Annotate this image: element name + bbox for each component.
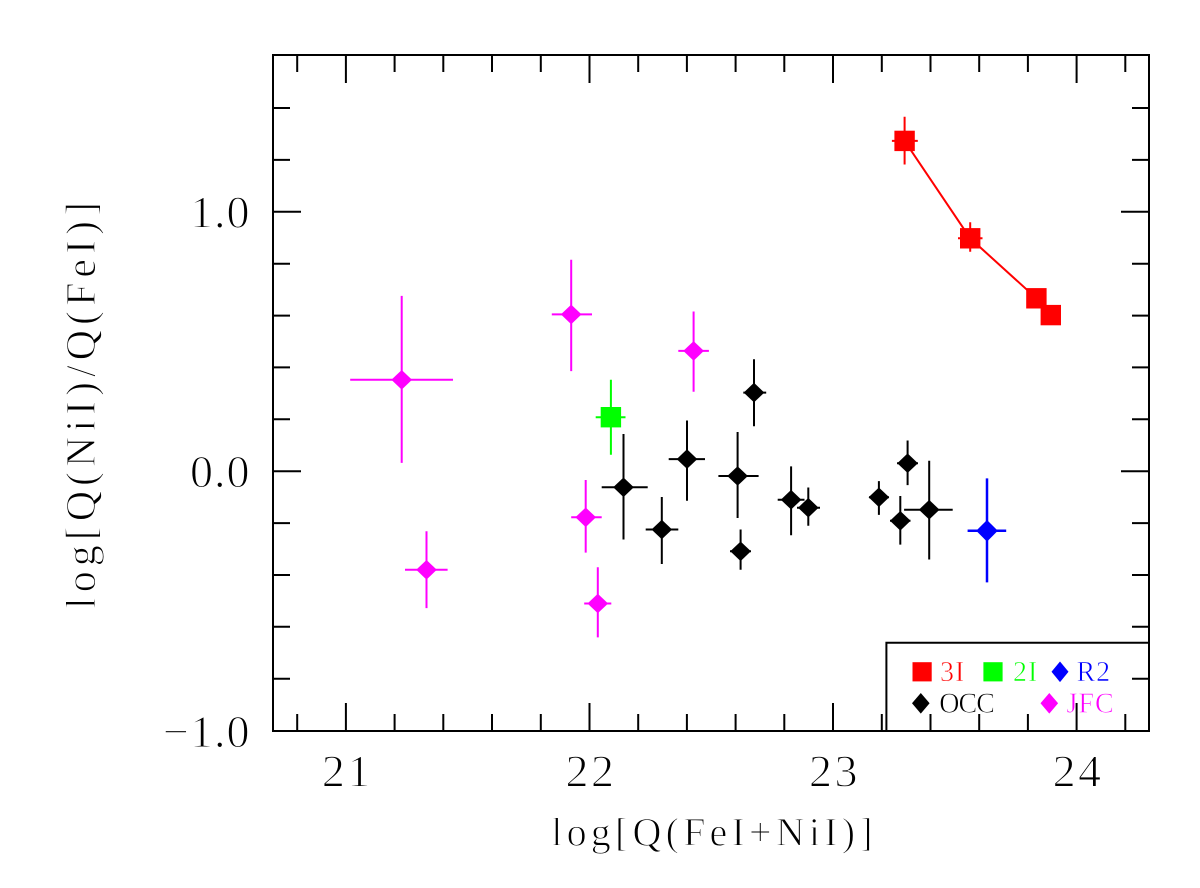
svg-text:22: 22 [565, 746, 616, 797]
svg-text:1.0: 1.0 [190, 186, 251, 237]
svg-text:OCC: OCC [939, 689, 994, 720]
svg-text:0.0: 0.0 [190, 446, 251, 497]
svg-text:log[Q(FeI+NiI)]: log[Q(FeI+NiI)] [551, 810, 876, 855]
svg-text:R2: R2 [1077, 657, 1112, 688]
svg-text:log[Q(NiI)/Q(FeI)]: log[Q(NiI)/Q(FeI)] [59, 197, 105, 609]
svg-text:21: 21 [322, 746, 373, 797]
svg-text:JFC: JFC [1067, 689, 1115, 720]
svg-text:24: 24 [1053, 746, 1104, 797]
svg-text:3I: 3I [940, 657, 965, 688]
svg-text:23: 23 [809, 746, 860, 797]
svg-text:−1.0: −1.0 [163, 706, 250, 757]
svg-text:2I: 2I [1013, 657, 1038, 688]
